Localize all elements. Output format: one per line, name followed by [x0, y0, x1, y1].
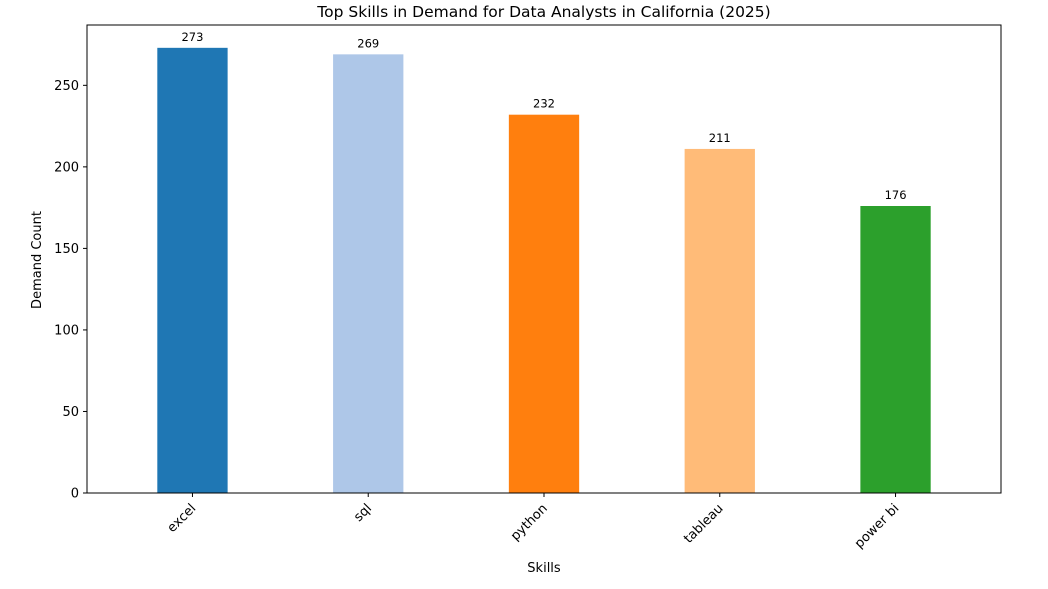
data-label-excel: 273	[181, 30, 203, 44]
y-tick-label: 100	[54, 323, 79, 338]
data-label-sql: 269	[357, 36, 379, 50]
data-label-power-bi: 176	[885, 188, 907, 202]
y-tick-label: 0	[71, 487, 79, 502]
x-axis-label: Skills	[527, 561, 561, 576]
y-tick-label: 250	[54, 79, 79, 94]
chart-title: Top Skills in Demand for Data Analysts i…	[316, 3, 770, 21]
x-tick-label: sql	[351, 501, 375, 525]
data-label-tableau: 211	[709, 131, 731, 145]
y-tick-label: 150	[54, 242, 79, 257]
y-axis-label: Demand Count	[30, 211, 45, 309]
x-tick-label: power bi	[852, 501, 902, 551]
plot-area-frame	[86, 24, 1002, 494]
x-axis-ticks: excel sql python tableau power bi	[165, 493, 902, 552]
bar-excel	[157, 47, 228, 493]
data-labels-layer: 273 269 232 211 176	[181, 30, 906, 202]
x-tick-label: python	[508, 501, 551, 544]
y-tick-label: 200	[54, 160, 79, 175]
bar-tableau	[684, 148, 755, 493]
bar-power-bi	[860, 206, 931, 493]
y-tick-label: 50	[62, 405, 79, 420]
bars-layer	[157, 47, 931, 493]
x-tick-label: tableau	[681, 501, 726, 546]
bar-sql	[333, 54, 404, 493]
bar-python	[508, 114, 580, 493]
data-label-python: 232	[533, 97, 555, 111]
y-axis-ticks: 0 50 100 150 200 250	[54, 79, 87, 502]
x-tick-label: excel	[165, 501, 200, 536]
